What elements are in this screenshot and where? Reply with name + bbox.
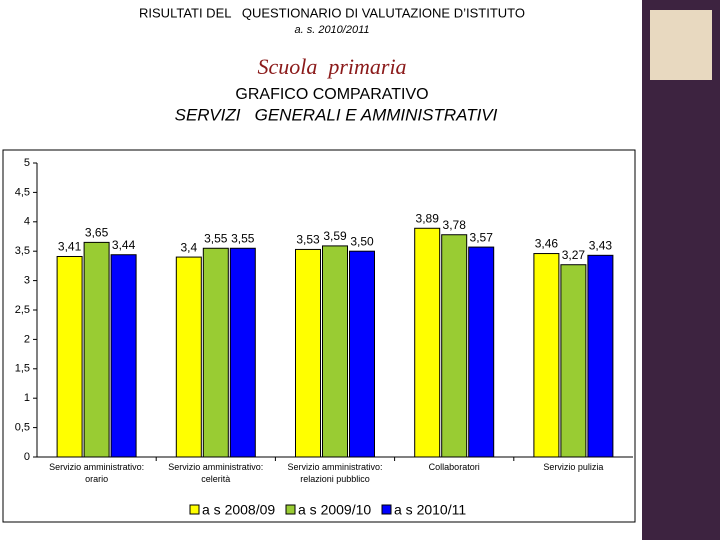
y-tick-label: 0,5 — [15, 422, 30, 434]
value-label: 3,53 — [296, 233, 320, 247]
bar — [533, 253, 560, 458]
bar — [83, 241, 110, 458]
bar — [441, 234, 468, 458]
value-label: 3,59 — [323, 229, 347, 243]
bar — [414, 227, 441, 458]
x-tick-label: Servizio amministrativo: celerità — [168, 462, 264, 484]
y-tick-label: 5 — [24, 157, 30, 169]
side-picture — [650, 10, 712, 80]
legend: a s 2008/09 a s 2009/10 a s 2010/11 — [189, 502, 466, 518]
value-label: 3,41 — [58, 240, 82, 254]
x-tick-label-box: Collaboratori — [428, 462, 480, 472]
bar — [56, 255, 83, 458]
subtitle: a. s. 2010/2011 — [294, 24, 369, 36]
x-tick-label-box: Servizio pulizia — [543, 462, 604, 472]
bar — [587, 254, 614, 458]
value-label: 3,65 — [85, 226, 109, 240]
bar — [322, 245, 348, 458]
school: Scuola primaria — [257, 54, 406, 79]
y-tick-label: 1 — [24, 392, 30, 404]
value-label: 3,50 — [350, 234, 374, 248]
heading2: SERVIZI GENERALI E AMMINISTRATIVI — [175, 105, 498, 124]
value-label: 3,55 — [204, 231, 228, 245]
value-label: 3,78 — [443, 218, 467, 232]
bar — [110, 254, 137, 458]
legend-label: a s 2010/11 — [394, 502, 466, 518]
x-tick-label: Collaboratori — [428, 462, 480, 472]
bar — [468, 246, 495, 458]
bar — [229, 247, 256, 458]
legend-swatch — [189, 504, 200, 515]
heading: GRAFICO COMPARATIVO — [235, 86, 428, 103]
y-tick-label: 0 — [24, 451, 30, 463]
side-strip — [642, 0, 720, 540]
legend-swatch — [285, 504, 296, 515]
value-label: 3,4 — [180, 240, 197, 254]
y-tick-label: 1,5 — [15, 363, 30, 375]
bar — [175, 256, 202, 458]
x-tick-label-box: Servizio amministrativo: relazioni pubbl… — [287, 462, 383, 484]
title: RISULTATI DEL QUESTIONARIO DI VALUTAZION… — [139, 5, 525, 20]
value-label: 3,57 — [470, 230, 494, 244]
value-label: 3,27 — [562, 248, 586, 262]
x-tick-label: Servizio pulizia — [543, 462, 604, 472]
x-tick-label-box: Servizio amministrativo: celerità — [168, 462, 264, 484]
bar — [202, 247, 229, 458]
value-label: 3,46 — [535, 237, 559, 251]
legend-label: a s 2009/10 — [298, 502, 371, 518]
y-tick-label: 3,5 — [15, 245, 30, 257]
y-tick-label: 3 — [24, 275, 30, 287]
y-tick-label: 4 — [24, 216, 30, 228]
value-label: 3,89 — [416, 211, 440, 225]
value-label: 3,44 — [112, 238, 136, 252]
bar — [295, 248, 321, 458]
y-tick-label: 2,5 — [15, 304, 30, 316]
bar — [349, 250, 375, 458]
bar — [560, 264, 587, 458]
x-tick-label-box: Servizio amministrativo: orario — [49, 462, 145, 484]
x-tick-label: Servizio amministrativo: orario — [49, 462, 145, 484]
legend-swatch — [381, 504, 392, 515]
value-label: 3,43 — [589, 238, 613, 252]
legend-label: a s 2008/09 — [202, 502, 275, 518]
y-tick-label: 2 — [24, 333, 30, 345]
x-tick-label: Servizio amministrativo: relazioni pubbl… — [287, 462, 383, 484]
value-label: 3,55 — [231, 231, 255, 245]
y-tick-label: 4,5 — [15, 186, 30, 198]
